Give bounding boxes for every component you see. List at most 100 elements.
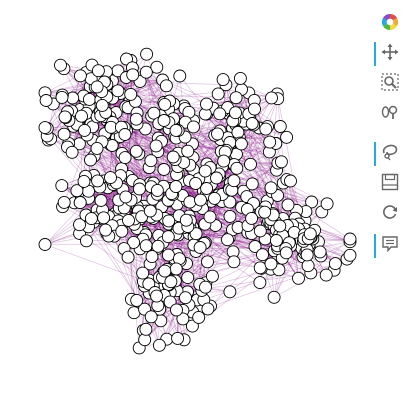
graph-node[interactable] <box>70 184 84 198</box>
graph-node[interactable] <box>73 218 86 232</box>
graph-node[interactable] <box>129 112 143 126</box>
graph-node[interactable] <box>223 285 237 299</box>
graph-node[interactable] <box>194 193 207 207</box>
graph-node[interactable] <box>253 224 267 238</box>
graph-node[interactable] <box>95 98 109 112</box>
graph-node[interactable] <box>211 127 224 141</box>
graph-node[interactable] <box>39 94 53 107</box>
graph-node[interactable] <box>84 153 97 167</box>
graph-node[interactable] <box>164 275 178 289</box>
graph-node[interactable] <box>173 69 187 83</box>
graph-node[interactable] <box>181 271 195 285</box>
graph-node[interactable] <box>343 232 357 246</box>
graph-node[interactable] <box>320 197 334 211</box>
graph-node[interactable] <box>205 269 219 283</box>
graph-node[interactable] <box>319 268 333 282</box>
graph-node[interactable] <box>169 262 183 276</box>
graph-node[interactable] <box>144 154 158 168</box>
graph-node[interactable] <box>161 230 175 244</box>
graph-node[interactable] <box>273 120 287 133</box>
graph-node[interactable] <box>263 135 277 149</box>
graph-node[interactable] <box>253 261 267 275</box>
graph-node[interactable] <box>171 331 185 345</box>
graph-node[interactable] <box>245 177 259 191</box>
graph-node[interactable] <box>305 195 319 209</box>
graph-node[interactable] <box>150 289 164 303</box>
graph-node[interactable] <box>264 257 278 271</box>
graph-node[interactable] <box>161 248 175 262</box>
graph-node[interactable] <box>183 195 197 209</box>
graph-node[interactable] <box>126 68 140 82</box>
graph-nodes[interactable] <box>38 47 357 355</box>
bokeh-logo[interactable] <box>372 10 406 36</box>
graph-node[interactable] <box>149 139 163 153</box>
graph-node[interactable] <box>157 114 171 127</box>
graph-node[interactable] <box>244 157 257 171</box>
graph-node[interactable] <box>301 259 315 273</box>
graph-node[interactable] <box>119 190 133 204</box>
graph-node[interactable] <box>147 106 161 120</box>
graph-node[interactable] <box>189 227 203 241</box>
graph-node[interactable] <box>120 52 133 66</box>
graph-node[interactable] <box>150 183 164 197</box>
graph-node[interactable] <box>157 163 171 176</box>
graph-node[interactable] <box>245 117 259 130</box>
graph-node[interactable] <box>217 154 231 168</box>
graph-node[interactable] <box>227 255 241 269</box>
graph-node[interactable] <box>201 302 215 316</box>
reset-tool-button[interactable] <box>372 200 406 226</box>
graph-node[interactable] <box>274 155 288 169</box>
graph-node[interactable] <box>57 127 71 141</box>
graph-node[interactable] <box>176 312 190 326</box>
graph-node[interactable] <box>139 322 153 336</box>
graph-node[interactable] <box>97 211 111 225</box>
wheel-zoom-tool-button[interactable] <box>372 100 406 126</box>
graph-node[interactable] <box>118 128 132 141</box>
graph-node[interactable] <box>124 87 138 101</box>
graph-node[interactable] <box>292 271 305 285</box>
graph-node[interactable] <box>65 145 79 159</box>
graph-node[interactable] <box>54 58 67 72</box>
graph-node[interactable] <box>38 121 52 135</box>
graph-node[interactable] <box>199 280 212 294</box>
graph-node[interactable] <box>193 241 207 254</box>
graph-node[interactable] <box>248 102 261 116</box>
graph-node[interactable] <box>245 211 259 225</box>
graph-node[interactable] <box>84 212 98 226</box>
graph-node[interactable] <box>122 213 135 227</box>
graph-node[interactable] <box>77 174 91 188</box>
graph-node[interactable] <box>185 319 199 333</box>
graph-node[interactable] <box>203 210 217 224</box>
graph-node[interactable] <box>200 182 214 195</box>
graph-node[interactable] <box>144 310 158 324</box>
graph-node[interactable] <box>259 122 273 136</box>
graph-node[interactable] <box>256 248 269 262</box>
graph-node[interactable] <box>264 181 278 195</box>
graph-node[interactable] <box>189 176 203 190</box>
graph-node[interactable] <box>94 194 108 207</box>
graph-node[interactable] <box>130 293 144 307</box>
graph-node[interactable] <box>99 223 113 237</box>
graph-node[interactable] <box>139 239 153 253</box>
graph-node[interactable] <box>258 205 272 219</box>
graph-node[interactable] <box>281 198 295 212</box>
graph-node[interactable] <box>248 240 262 253</box>
graph-node[interactable] <box>187 120 200 134</box>
graph-node[interactable] <box>145 250 159 264</box>
graph-node[interactable] <box>166 150 180 164</box>
graph-node[interactable] <box>284 174 297 188</box>
graph-node[interactable] <box>198 164 212 178</box>
graph-node[interactable] <box>343 248 357 262</box>
pan-tool-button[interactable] <box>372 40 406 66</box>
graph-node[interactable] <box>158 264 172 278</box>
graph-node[interactable] <box>208 191 221 205</box>
graph-node[interactable] <box>90 80 104 94</box>
graph-node[interactable] <box>132 182 146 196</box>
graph-node[interactable] <box>229 106 242 120</box>
graph-node[interactable] <box>216 73 230 87</box>
graph-node[interactable] <box>150 60 164 74</box>
graph-node[interactable] <box>179 291 192 305</box>
graph-node[interactable] <box>90 141 104 155</box>
network-graph-canvas[interactable] <box>0 0 370 410</box>
graph-node[interactable] <box>170 303 183 317</box>
